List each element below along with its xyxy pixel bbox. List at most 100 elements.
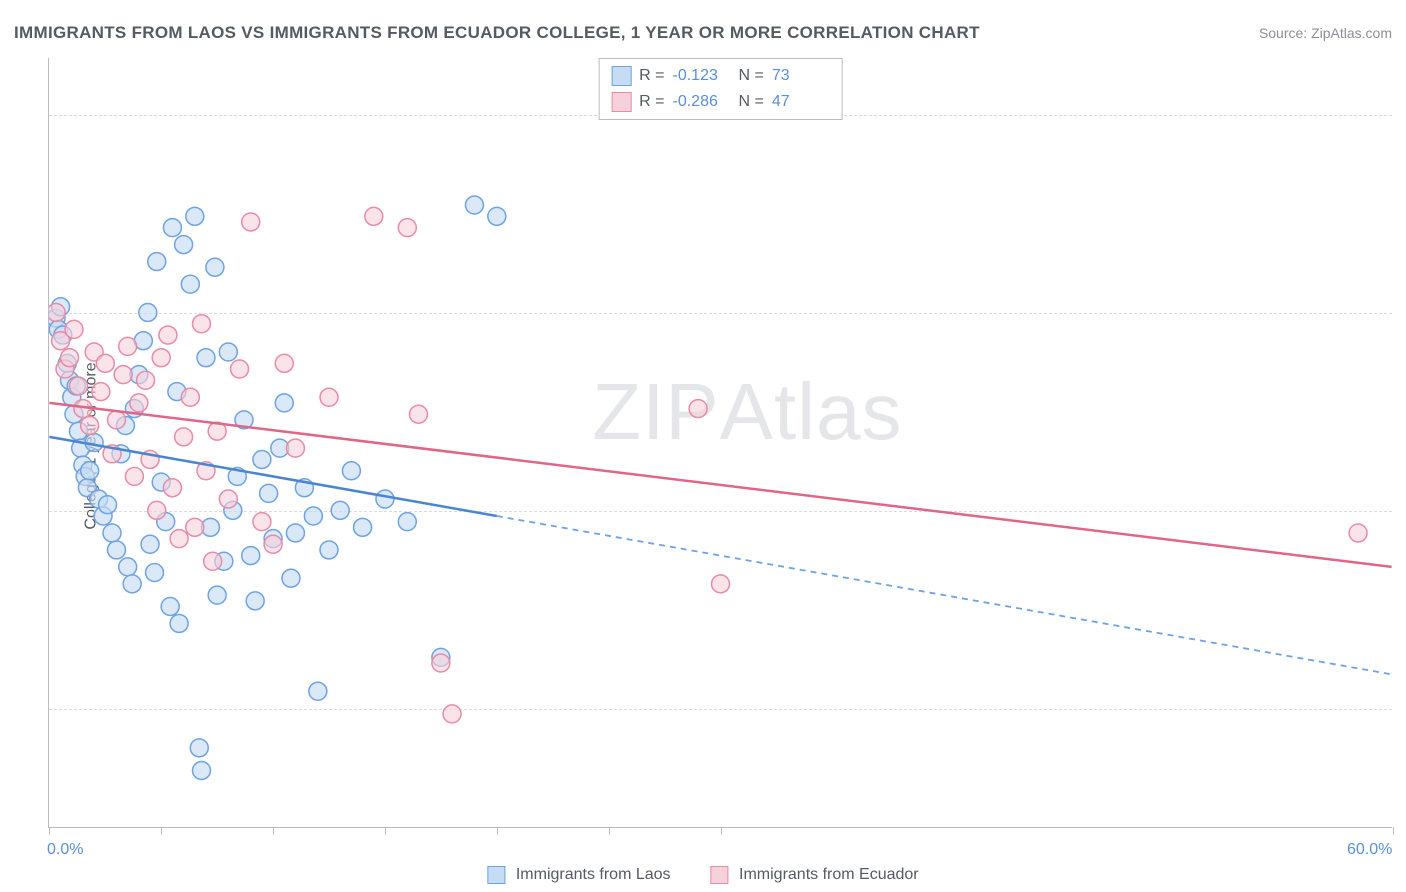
- chart-container: IMMIGRANTS FROM LAOS VS IMMIGRANTS FROM …: [0, 0, 1406, 892]
- scatter-point-ecuador: [137, 371, 155, 389]
- scatter-point-ecuador: [253, 513, 271, 531]
- scatter-point-laos: [253, 450, 271, 468]
- scatter-point-ecuador: [204, 552, 222, 570]
- scatter-point-ecuador: [443, 705, 461, 723]
- legend-stats-row: R = -0.123 N = 73: [611, 63, 830, 89]
- scatter-point-laos: [123, 575, 141, 593]
- scatter-point-laos: [219, 343, 237, 361]
- scatter-point-laos: [175, 236, 193, 254]
- scatter-point-laos: [354, 518, 372, 536]
- scatter-point-laos: [304, 507, 322, 525]
- scatter-point-laos: [342, 462, 360, 480]
- scatter-point-ecuador: [175, 428, 193, 446]
- scatter-point-laos: [286, 524, 304, 542]
- scatter-point-laos: [181, 275, 199, 293]
- scatter-point-ecuador: [398, 219, 416, 237]
- scatter-point-laos: [246, 592, 264, 610]
- scatter-point-laos: [190, 739, 208, 757]
- scatter-point-ecuador: [49, 303, 65, 321]
- scatter-point-laos: [186, 207, 204, 225]
- legend-swatch-laos: [611, 66, 631, 86]
- scatter-point-ecuador: [712, 575, 730, 593]
- scatter-point-laos: [331, 501, 349, 519]
- scatter-point-laos: [161, 597, 179, 615]
- trend-line-ecuador: [49, 403, 1391, 567]
- scatter-point-laos: [103, 524, 121, 542]
- scatter-point-ecuador: [148, 501, 166, 519]
- scatter-point-laos: [376, 490, 394, 508]
- n-label: N =: [739, 63, 764, 89]
- scatter-point-ecuador: [410, 405, 428, 423]
- y-tick-label: 62.5%: [1398, 304, 1406, 322]
- x-tick: [385, 827, 386, 835]
- scatter-plot-svg: [49, 58, 1392, 827]
- scatter-point-laos: [206, 258, 224, 276]
- scatter-point-ecuador: [159, 326, 177, 344]
- scatter-point-laos: [309, 682, 327, 700]
- x-tick: [1393, 827, 1394, 835]
- r-label: R =: [639, 89, 664, 115]
- chart-area: ZIPAtlas R = -0.123 N = 73 R = -0.286 N …: [48, 58, 1392, 828]
- legend-swatch-laos: [487, 866, 505, 884]
- scatter-point-laos: [398, 513, 416, 531]
- x-tick: [273, 827, 274, 835]
- legend-item-laos: Immigrants from Laos: [487, 866, 670, 884]
- legend-swatch-ecuador: [611, 92, 631, 112]
- scatter-point-laos: [465, 196, 483, 214]
- scatter-point-ecuador: [65, 320, 83, 338]
- scatter-point-ecuador: [432, 654, 450, 672]
- x-tick: [161, 827, 162, 835]
- legend-swatch-ecuador: [711, 866, 729, 884]
- scatter-point-ecuador: [125, 467, 143, 485]
- scatter-point-ecuador: [193, 315, 211, 333]
- scatter-point-ecuador: [107, 411, 125, 429]
- r-label: R =: [639, 63, 664, 89]
- scatter-point-laos: [139, 303, 157, 321]
- scatter-point-laos: [242, 547, 260, 565]
- scatter-point-laos: [99, 496, 117, 514]
- scatter-point-laos: [148, 253, 166, 271]
- scatter-point-ecuador: [170, 530, 188, 548]
- x-tick-label: 60.0%: [1347, 841, 1392, 859]
- y-tick-label: 45.0%: [1398, 502, 1406, 520]
- scatter-point-ecuador: [119, 337, 137, 355]
- x-tick: [609, 827, 610, 835]
- scatter-point-ecuador: [92, 383, 110, 401]
- scatter-point-laos: [146, 564, 164, 582]
- scatter-point-ecuador: [130, 394, 148, 412]
- y-tick-label: 80.0%: [1398, 106, 1406, 124]
- scatter-point-ecuador: [242, 213, 260, 231]
- x-tick: [721, 827, 722, 835]
- scatter-point-laos: [320, 541, 338, 559]
- scatter-point-ecuador: [231, 360, 249, 378]
- x-tick: [49, 827, 50, 835]
- scatter-point-laos: [81, 462, 99, 480]
- scatter-point-laos: [141, 535, 159, 553]
- scatter-point-ecuador: [1349, 524, 1367, 542]
- scatter-point-ecuador: [61, 349, 79, 367]
- x-tick-label: 0.0%: [47, 841, 83, 859]
- scatter-point-ecuador: [264, 535, 282, 553]
- scatter-point-laos: [193, 761, 211, 779]
- scatter-point-ecuador: [286, 439, 304, 457]
- scatter-point-laos: [107, 541, 125, 559]
- scatter-point-laos: [163, 219, 181, 237]
- legend-stats: R = -0.123 N = 73 R = -0.286 N = 47: [598, 58, 843, 120]
- scatter-point-ecuador: [163, 479, 181, 497]
- legend-stats-row: R = -0.286 N = 47: [611, 89, 830, 115]
- trend-line-ext-laos: [497, 516, 1392, 674]
- r-value: -0.123: [673, 63, 731, 89]
- scatter-point-laos: [260, 484, 278, 502]
- scatter-point-laos: [208, 586, 226, 604]
- scatter-point-ecuador: [365, 207, 383, 225]
- scatter-point-ecuador: [186, 518, 204, 536]
- scatter-point-laos: [275, 394, 293, 412]
- scatter-point-ecuador: [152, 349, 170, 367]
- scatter-point-ecuador: [96, 354, 114, 372]
- scatter-point-ecuador: [320, 388, 338, 406]
- scatter-point-laos: [197, 349, 215, 367]
- scatter-point-ecuador: [114, 366, 132, 384]
- scatter-point-ecuador: [219, 490, 237, 508]
- legend-item-ecuador: Immigrants from Ecuador: [711, 866, 919, 884]
- scatter-point-laos: [170, 614, 188, 632]
